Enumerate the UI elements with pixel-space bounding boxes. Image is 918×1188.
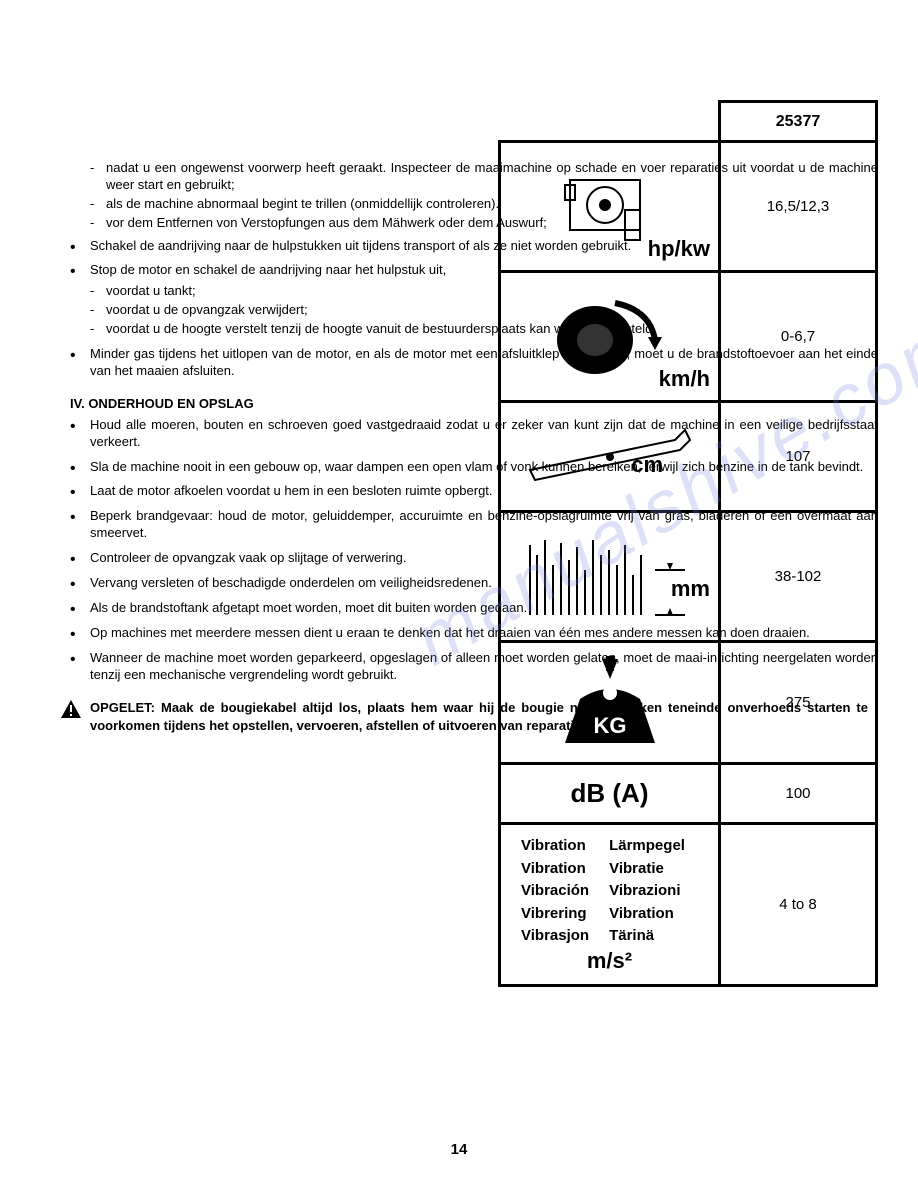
- vibration-spec-cell: Vibration Vibration Vibración Vibrering …: [500, 824, 720, 986]
- page-number: 14: [451, 1141, 468, 1158]
- warning-triangle-icon: [60, 699, 82, 734]
- weight-icon: KG: [540, 651, 680, 751]
- vib-label: Vibratie: [609, 858, 685, 881]
- vib-label: Vibrasjon: [521, 925, 589, 948]
- spec-value: 275: [720, 642, 877, 764]
- vib-label: Vibration: [521, 835, 589, 858]
- vib-label: Vibrazioni: [609, 880, 685, 903]
- height-spec-icon-cell: mm: [500, 512, 720, 642]
- vib-label: Vibration: [609, 903, 685, 926]
- vibration-col2: Lärmpegel Vibratie Vibrazioni Vibration …: [609, 835, 685, 948]
- engine-spec-icon-cell: hp/kw: [500, 142, 720, 272]
- spec-value: 100: [720, 764, 877, 824]
- vib-label: Vibration: [521, 858, 589, 881]
- model-header: 25377: [720, 102, 877, 142]
- noise-spec-icon-cell: dB (A): [500, 764, 720, 824]
- spec-value: 16,5/12,3: [720, 142, 877, 272]
- list-item-text: Stop de motor en schakel de aandrijving …: [90, 262, 446, 277]
- blade-spec-icon-cell: cm: [500, 402, 720, 512]
- spec-value: 38-102: [720, 512, 877, 642]
- unit-label: km/h: [659, 366, 710, 392]
- unit-label: dB (A): [509, 778, 710, 809]
- vib-label: Lärmpegel: [609, 835, 685, 858]
- vibration-col1: Vibration Vibration Vibración Vibrering …: [521, 835, 589, 948]
- vibration-unit: m/s²: [509, 948, 710, 974]
- grass-height-icon: [515, 525, 705, 625]
- weight-spec-icon-cell: KG: [500, 642, 720, 764]
- speed-spec-icon-cell: km/h: [500, 272, 720, 402]
- warning-label: OPGELET:: [90, 700, 155, 715]
- vib-label: Vibrering: [521, 903, 589, 926]
- spec-value: 107: [720, 402, 877, 512]
- svg-text:KG: KG: [593, 713, 626, 738]
- unit-label: hp/kw: [648, 236, 710, 262]
- unit-label: mm: [671, 576, 710, 602]
- vib-label: Tärinä: [609, 925, 685, 948]
- spec-value: 4 to 8: [720, 824, 877, 986]
- spec-value: 0-6,7: [720, 272, 877, 402]
- spec-table: 25377 hp/kw 16,5/12,3: [498, 100, 878, 987]
- vib-label: Vibración: [521, 880, 589, 903]
- spec-table-column: 25377 hp/kw 16,5/12,3: [498, 100, 878, 987]
- blade-icon: [520, 415, 700, 495]
- unit-label: cm: [631, 452, 663, 478]
